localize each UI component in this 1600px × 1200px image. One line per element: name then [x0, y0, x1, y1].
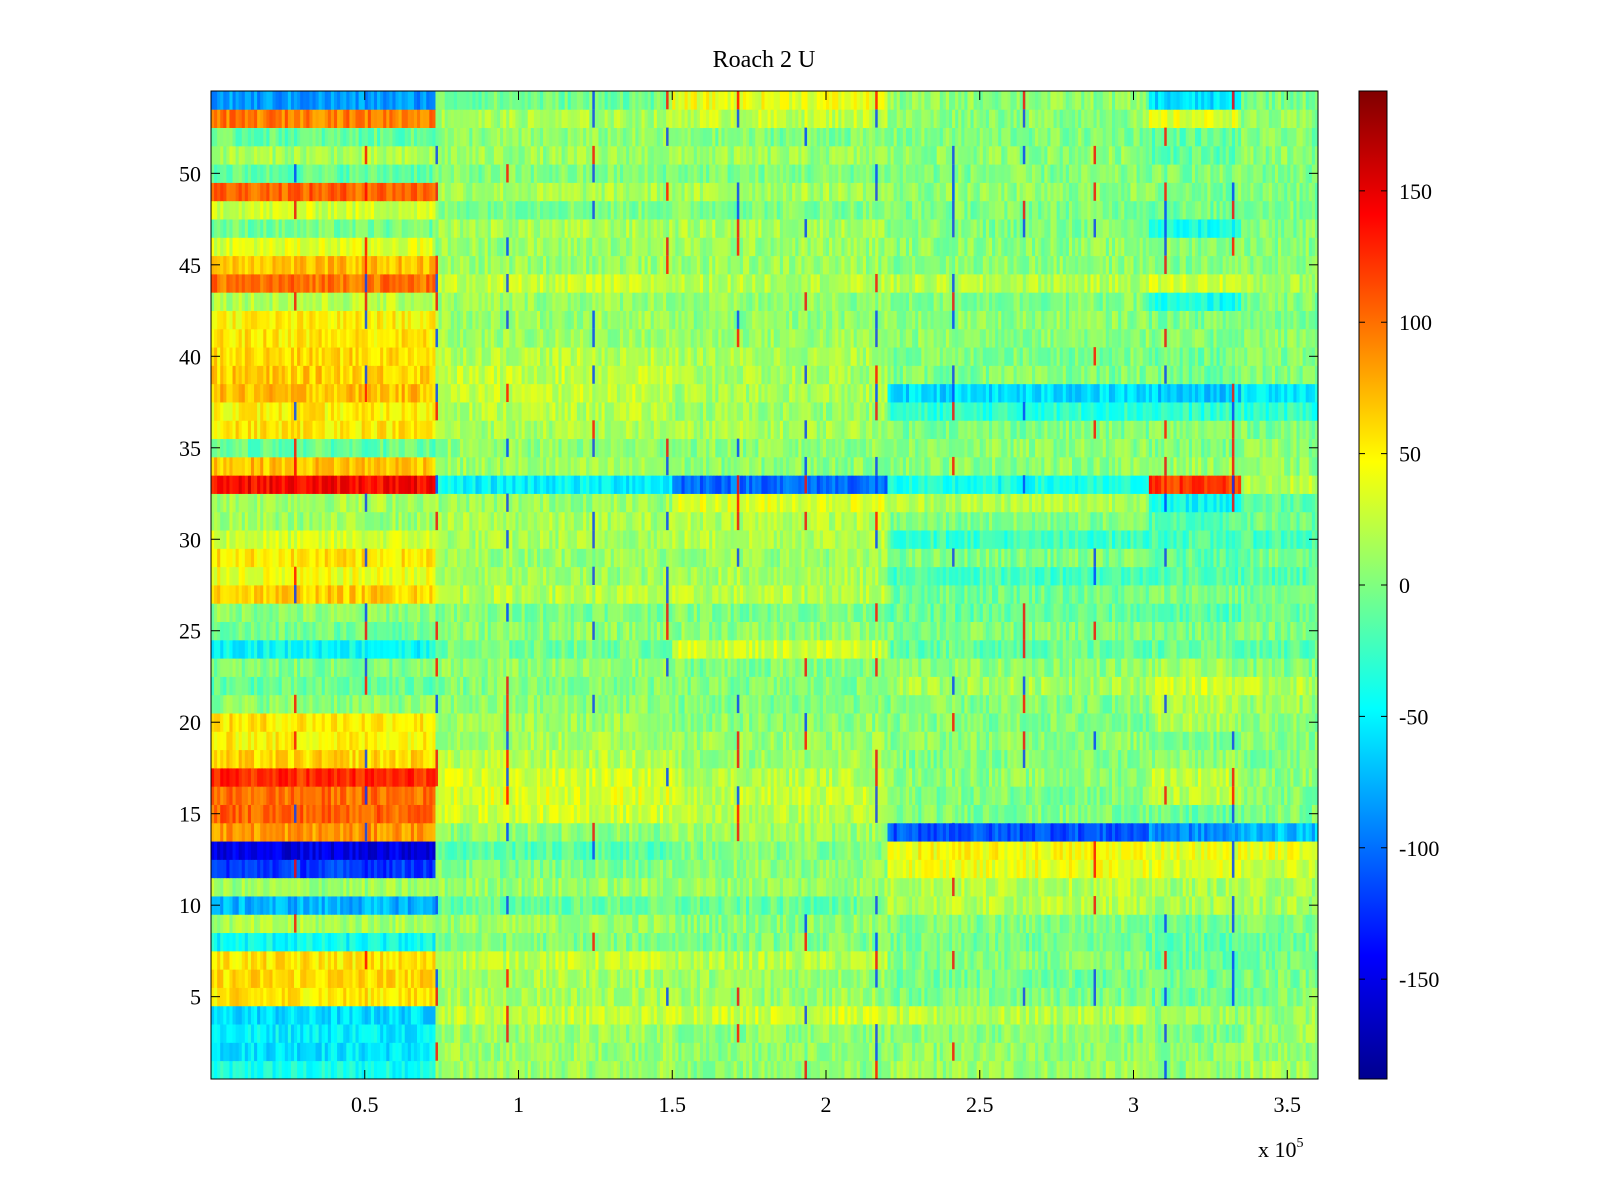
heatmap-plot-area [211, 91, 1319, 1079]
figure-canvas: 0.5 1 1.5 2 2.5 3 3.5 5101520253035404550 Roac… [0, 0, 1600, 1200]
heatmap-cells [211, 91, 1319, 1079]
